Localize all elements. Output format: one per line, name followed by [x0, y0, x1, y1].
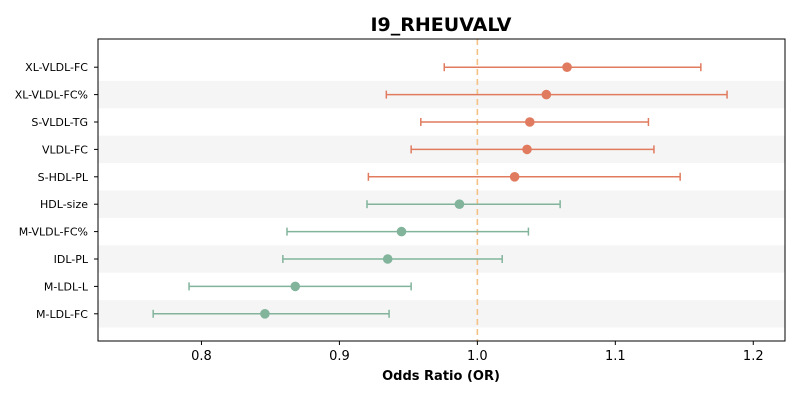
- x-ticks: 0.8 0.9 1.0 1.1 1.2: [191, 341, 764, 364]
- x-tick-label: 1.0: [467, 349, 488, 364]
- y-tick-label: S-HDL-PL: [38, 171, 89, 184]
- y-tick-label: IDL-PL: [54, 253, 89, 266]
- x-axis-label: Odds Ratio (OR): [382, 369, 500, 384]
- error-bars: [152, 63, 728, 318]
- y-tick-label: HDL-size: [40, 198, 88, 211]
- x-tick-label: 0.9: [329, 349, 350, 364]
- y-tick-label: M-LDL-L: [44, 280, 89, 293]
- y-tick-label: XL-VLDL-FC%: [15, 89, 88, 102]
- point-estimate: [382, 254, 393, 264]
- y-tick-label: M-VLDL-FC%: [19, 226, 88, 239]
- y-tick-labels: XL-VLDL-FC XL-VLDL-FC% S-VLDL-TG VLDL-FC S-H…: [15, 61, 98, 321]
- point-estimate: [454, 199, 465, 209]
- point-estimate: [290, 281, 301, 292]
- y-tick-label: M-LDL-FC: [36, 308, 88, 321]
- point-estimates: [260, 62, 572, 319]
- axes-frame: [97, 38, 786, 342]
- x-tick-label: 1.1: [605, 349, 626, 364]
- point-estimate: [562, 62, 572, 72]
- point-estimate: [260, 309, 270, 319]
- y-tick-label: VLDL-FC: [42, 143, 88, 156]
- point-estimate: [396, 226, 407, 237]
- point-estimate: [524, 117, 535, 127]
- y-tick-label: S-VLDL-TG: [31, 116, 88, 129]
- point-estimate: [509, 172, 520, 182]
- x-tick-label: 1.2: [743, 349, 764, 364]
- point-estimate: [522, 144, 532, 155]
- chart-title: I9_RHEUVALV: [370, 14, 511, 36]
- x-tick-label: 0.8: [191, 349, 212, 364]
- point-estimate: [541, 89, 552, 100]
- y-tick-label: XL-VLDL-FC: [25, 61, 88, 74]
